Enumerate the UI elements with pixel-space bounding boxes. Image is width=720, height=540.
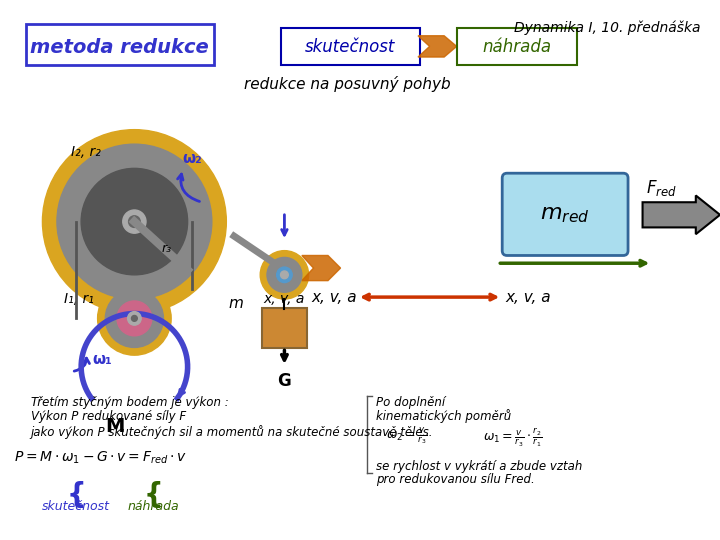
Text: redukce na posuvný pohyb: redukce na posuvný pohyb — [244, 76, 451, 92]
Text: r₃: r₃ — [161, 242, 171, 255]
Text: pro redukovanou sílu Fred.: pro redukovanou sílu Fred. — [377, 473, 535, 487]
Text: x, v, a: x, v, a — [505, 289, 551, 305]
Text: $P = M \cdot \omega_1 - G \cdot v = F_{red} \cdot v$: $P = M \cdot \omega_1 - G \cdot v = F_{r… — [14, 450, 187, 467]
Circle shape — [276, 267, 292, 282]
FancyBboxPatch shape — [262, 308, 307, 348]
Text: náhrada: náhrada — [482, 38, 552, 56]
Text: x, v, a: x, v, a — [264, 292, 305, 306]
Polygon shape — [302, 255, 341, 281]
Circle shape — [281, 271, 288, 279]
Text: $\omega_1 = \frac{v}{r_3} \cdot \frac{r_2}{r_1}$: $\omega_1 = \frac{v}{r_3} \cdot \frac{r_… — [483, 427, 542, 449]
Circle shape — [123, 210, 146, 233]
Text: $m_{red}$: $m_{red}$ — [540, 205, 590, 225]
Circle shape — [127, 312, 141, 325]
Text: skutečnost: skutečnost — [305, 38, 395, 56]
Text: $F_{red}$: $F_{red}$ — [647, 178, 678, 198]
Text: G: G — [277, 372, 292, 390]
Circle shape — [117, 301, 152, 336]
Text: se rychlost v vykrátí a zbude vztah: se rychlost v vykrátí a zbude vztah — [377, 460, 582, 472]
FancyBboxPatch shape — [456, 28, 577, 65]
Text: I₁, r₁: I₁, r₁ — [64, 292, 94, 306]
Circle shape — [81, 168, 188, 275]
Circle shape — [132, 315, 138, 321]
Text: náhrada: náhrada — [128, 501, 179, 514]
Circle shape — [105, 289, 163, 347]
Text: {: { — [66, 481, 86, 509]
Text: kinematických poměrů: kinematických poměrů — [377, 409, 512, 423]
Text: skutečnost: skutečnost — [42, 501, 110, 514]
Text: Po doplnění: Po doplnění — [377, 396, 446, 409]
Text: $\omega_2 = \frac{v}{r_3}$: $\omega_2 = \frac{v}{r_3}$ — [386, 427, 428, 447]
Text: {: { — [144, 481, 163, 509]
Text: Výkon P redukované síly F: Výkon P redukované síly F — [31, 410, 186, 423]
Text: I₂, r₂: I₂, r₂ — [71, 145, 102, 159]
Text: ω₁: ω₁ — [93, 352, 112, 367]
Text: ω₂: ω₂ — [183, 151, 202, 166]
Polygon shape — [642, 195, 720, 234]
FancyBboxPatch shape — [281, 28, 420, 65]
Circle shape — [129, 216, 140, 227]
Circle shape — [57, 144, 212, 299]
Text: Třetím styčným bodem je výkon :: Třetím styčným bodem je výkon : — [31, 396, 228, 409]
Text: x, v, a: x, v, a — [311, 289, 357, 305]
Circle shape — [98, 282, 171, 355]
Text: M: M — [105, 417, 125, 436]
Circle shape — [42, 130, 226, 314]
Circle shape — [260, 251, 309, 299]
FancyArrowPatch shape — [645, 206, 704, 223]
Text: m: m — [228, 296, 243, 312]
Circle shape — [267, 258, 302, 292]
FancyBboxPatch shape — [503, 173, 628, 255]
Text: Dynamika I, 10. přednáška: Dynamika I, 10. přednáška — [514, 21, 701, 35]
Text: jako výkon P skutečných sil a momentů na skutečné soustavě těles.: jako výkon P skutečných sil a momentů na… — [31, 425, 433, 439]
Polygon shape — [418, 36, 456, 57]
FancyBboxPatch shape — [26, 24, 214, 65]
Text: metoda redukce: metoda redukce — [30, 38, 210, 57]
